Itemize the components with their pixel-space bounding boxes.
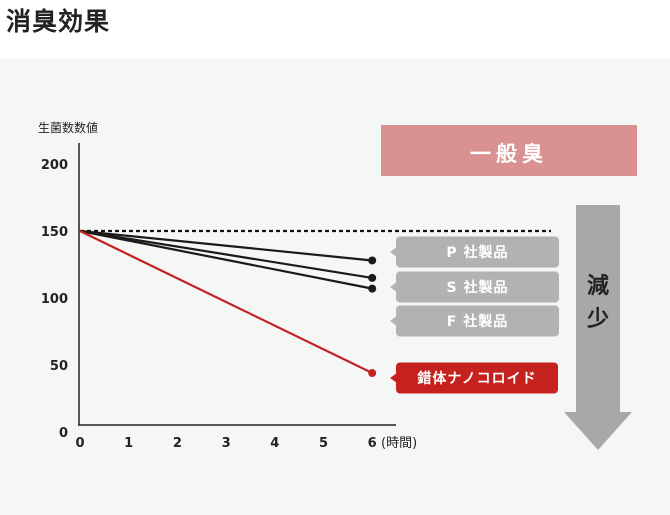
decrease-arrow: 減 少 — [564, 205, 632, 450]
series-endpoint — [368, 369, 377, 378]
y-tick-label: 50 — [50, 359, 68, 374]
y-axis-label: 生菌数数値 — [38, 120, 98, 135]
banner-box — [381, 125, 637, 176]
series-label-pointer — [390, 247, 397, 257]
arrow-label-2: 少 — [586, 307, 609, 332]
arrow-label-1: 減 — [587, 274, 609, 299]
y-tick-label: 100 — [41, 292, 68, 307]
x-ticks: 0 1 2 3 4 5 6 — [75, 436, 376, 451]
x-axis-unit: (時間) — [381, 436, 417, 451]
series-endpoint — [368, 284, 377, 293]
series-line — [79, 229, 373, 290]
y-tick-label: 0 — [59, 426, 68, 441]
series-label-box — [396, 362, 558, 394]
arrow-icon — [564, 205, 632, 450]
x-tick-label: 1 — [124, 436, 133, 451]
x-tick-label: 5 — [319, 436, 328, 451]
y-ticks: 0 50 100 150 200 — [41, 158, 68, 441]
x-tick-label: 0 — [75, 436, 84, 451]
x-tick-label: 2 — [173, 436, 182, 451]
x-tick-label: 6 — [368, 436, 377, 451]
series-line — [79, 229, 373, 262]
series-label-pointer — [390, 373, 397, 383]
series-label-pointer — [390, 316, 397, 326]
series-line — [79, 230, 373, 375]
series-label: 錯体ナノコロイド — [417, 370, 536, 387]
series-label-box — [396, 305, 559, 337]
series-label-box — [396, 236, 559, 268]
x-tick-label: 4 — [270, 436, 279, 451]
series-line — [79, 229, 373, 279]
y-tick-label: 200 — [41, 158, 68, 173]
series-endpoint — [368, 256, 377, 265]
banner-label: 一般臭 — [470, 142, 548, 166]
y-tick-label: 150 — [41, 225, 68, 240]
series-endpoint — [368, 273, 377, 282]
series-group — [79, 229, 377, 378]
series-label: F 社製品 — [447, 313, 508, 330]
banner: 一般臭 — [381, 125, 637, 176]
series-label-box — [396, 271, 559, 303]
series-label-pointer — [390, 282, 397, 292]
page-title: 消臭効果 — [6, 7, 111, 36]
series-label: P 社製品 — [446, 244, 508, 261]
x-tick-label: 3 — [222, 436, 231, 451]
series-label: S 社製品 — [447, 279, 509, 296]
